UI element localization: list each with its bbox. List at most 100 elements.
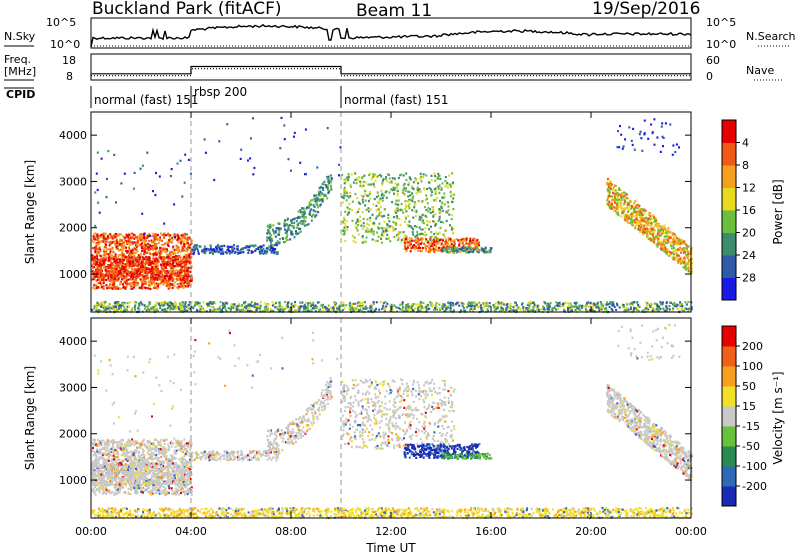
range-time-cell — [221, 302, 224, 305]
range-time-cell — [149, 234, 152, 238]
range-time-cell — [183, 260, 186, 264]
range-time-cell — [404, 246, 407, 249]
range-time-cell — [103, 302, 106, 305]
range-time-cell — [639, 226, 642, 229]
range-time-cell — [682, 266, 685, 269]
range-time-cell — [621, 192, 624, 195]
range-time-cell — [433, 172, 436, 175]
range-time-cell — [622, 304, 625, 307]
range-time-cell — [146, 286, 148, 289]
range-time-cell — [180, 248, 183, 251]
range-time-cell — [270, 234, 272, 237]
range-time-cell — [644, 227, 646, 231]
range-time-cell — [264, 302, 267, 305]
range-time-cell — [113, 281, 116, 284]
range-time-cell — [179, 278, 182, 281]
range-time-cell — [626, 201, 629, 204]
range-time-cell — [478, 241, 480, 244]
range-time-cell — [131, 271, 134, 274]
range-time-cell — [181, 301, 184, 304]
range-time-cell — [138, 302, 140, 305]
range-time-cell — [252, 117, 254, 120]
range-time-cell — [654, 218, 657, 221]
range-time-cell — [578, 304, 581, 307]
range-time-cell — [153, 285, 156, 288]
range-time-cell — [283, 138, 286, 141]
range-time-cell — [138, 273, 141, 276]
range-time-cell — [244, 309, 247, 312]
range-time-cell — [645, 233, 648, 236]
range-time-cell — [176, 255, 179, 258]
range-time-cell — [563, 309, 566, 312]
range-time-cell — [140, 255, 143, 258]
range-time-cell — [94, 252, 97, 255]
range-time-cell — [428, 240, 431, 244]
range-time-cell — [149, 309, 152, 312]
range-time-cell — [648, 212, 650, 215]
range-time-cell — [306, 206, 309, 209]
range-time-cell — [316, 198, 319, 201]
range-time-cell — [411, 246, 414, 249]
range-time-cell — [458, 247, 461, 251]
range-time-cell — [671, 310, 674, 313]
range-time-cell — [125, 264, 128, 268]
range-time-cell — [278, 230, 281, 233]
range-time-cell — [434, 213, 437, 216]
range-time-cell — [120, 309, 122, 312]
range-time-cell — [98, 264, 101, 267]
range-time-cell — [117, 254, 120, 257]
range-time-cell — [160, 243, 163, 246]
range-time-cell — [400, 240, 403, 243]
range-time-cell — [608, 191, 611, 195]
range-time-cell — [528, 308, 531, 311]
range-time-cell — [136, 244, 139, 247]
range-time-cell — [413, 204, 416, 207]
range-time-cell — [602, 306, 605, 309]
range-time-cell — [128, 238, 130, 241]
range-time-cell — [445, 305, 448, 308]
range-time-cell — [290, 233, 293, 236]
range-time-cell — [614, 209, 617, 212]
range-time-cell — [144, 245, 147, 248]
range-time-cell — [197, 251, 200, 254]
range-time-cell — [212, 249, 215, 252]
range-time-cell — [672, 238, 675, 242]
range-time-cell — [412, 302, 415, 306]
range-time-cell — [384, 177, 387, 180]
range-time-cell — [642, 233, 645, 236]
range-time-cell — [341, 201, 344, 204]
range-time-cell — [408, 176, 411, 179]
range-time-cell — [419, 246, 422, 250]
range-time-cell — [184, 281, 187, 284]
range-time-cell — [363, 240, 366, 243]
range-time-cell — [376, 201, 379, 204]
range-time-cell — [106, 234, 109, 237]
range-time-cell — [606, 188, 609, 191]
range-time-cell — [97, 269, 100, 272]
range-time-cell — [677, 260, 680, 263]
range-time-cell — [116, 234, 119, 237]
range-time-cell — [423, 205, 426, 209]
range-time-cell — [631, 207, 634, 210]
range-time-cell — [171, 283, 173, 286]
range-time-cell — [404, 243, 407, 246]
range-time-cell — [172, 262, 174, 265]
range-time-cell — [145, 267, 148, 270]
range-time-cell — [135, 275, 138, 278]
range-time-cell — [610, 207, 613, 210]
range-time-cell — [397, 230, 400, 234]
range-time-cell — [91, 254, 94, 257]
range-time-cell — [447, 237, 450, 240]
range-time-cell — [101, 286, 104, 289]
range-time-cell — [129, 241, 132, 244]
range-time-cell — [115, 265, 118, 268]
range-time-cell — [415, 225, 418, 228]
range-time-cell — [630, 218, 633, 221]
range-time-cell — [266, 250, 269, 253]
range-time-cell — [385, 196, 388, 199]
range-time-cell — [662, 246, 665, 249]
range-time-cell — [354, 178, 357, 181]
range-time-cell — [149, 302, 152, 305]
range-time-cell — [665, 231, 668, 234]
range-time-cell — [168, 306, 171, 309]
